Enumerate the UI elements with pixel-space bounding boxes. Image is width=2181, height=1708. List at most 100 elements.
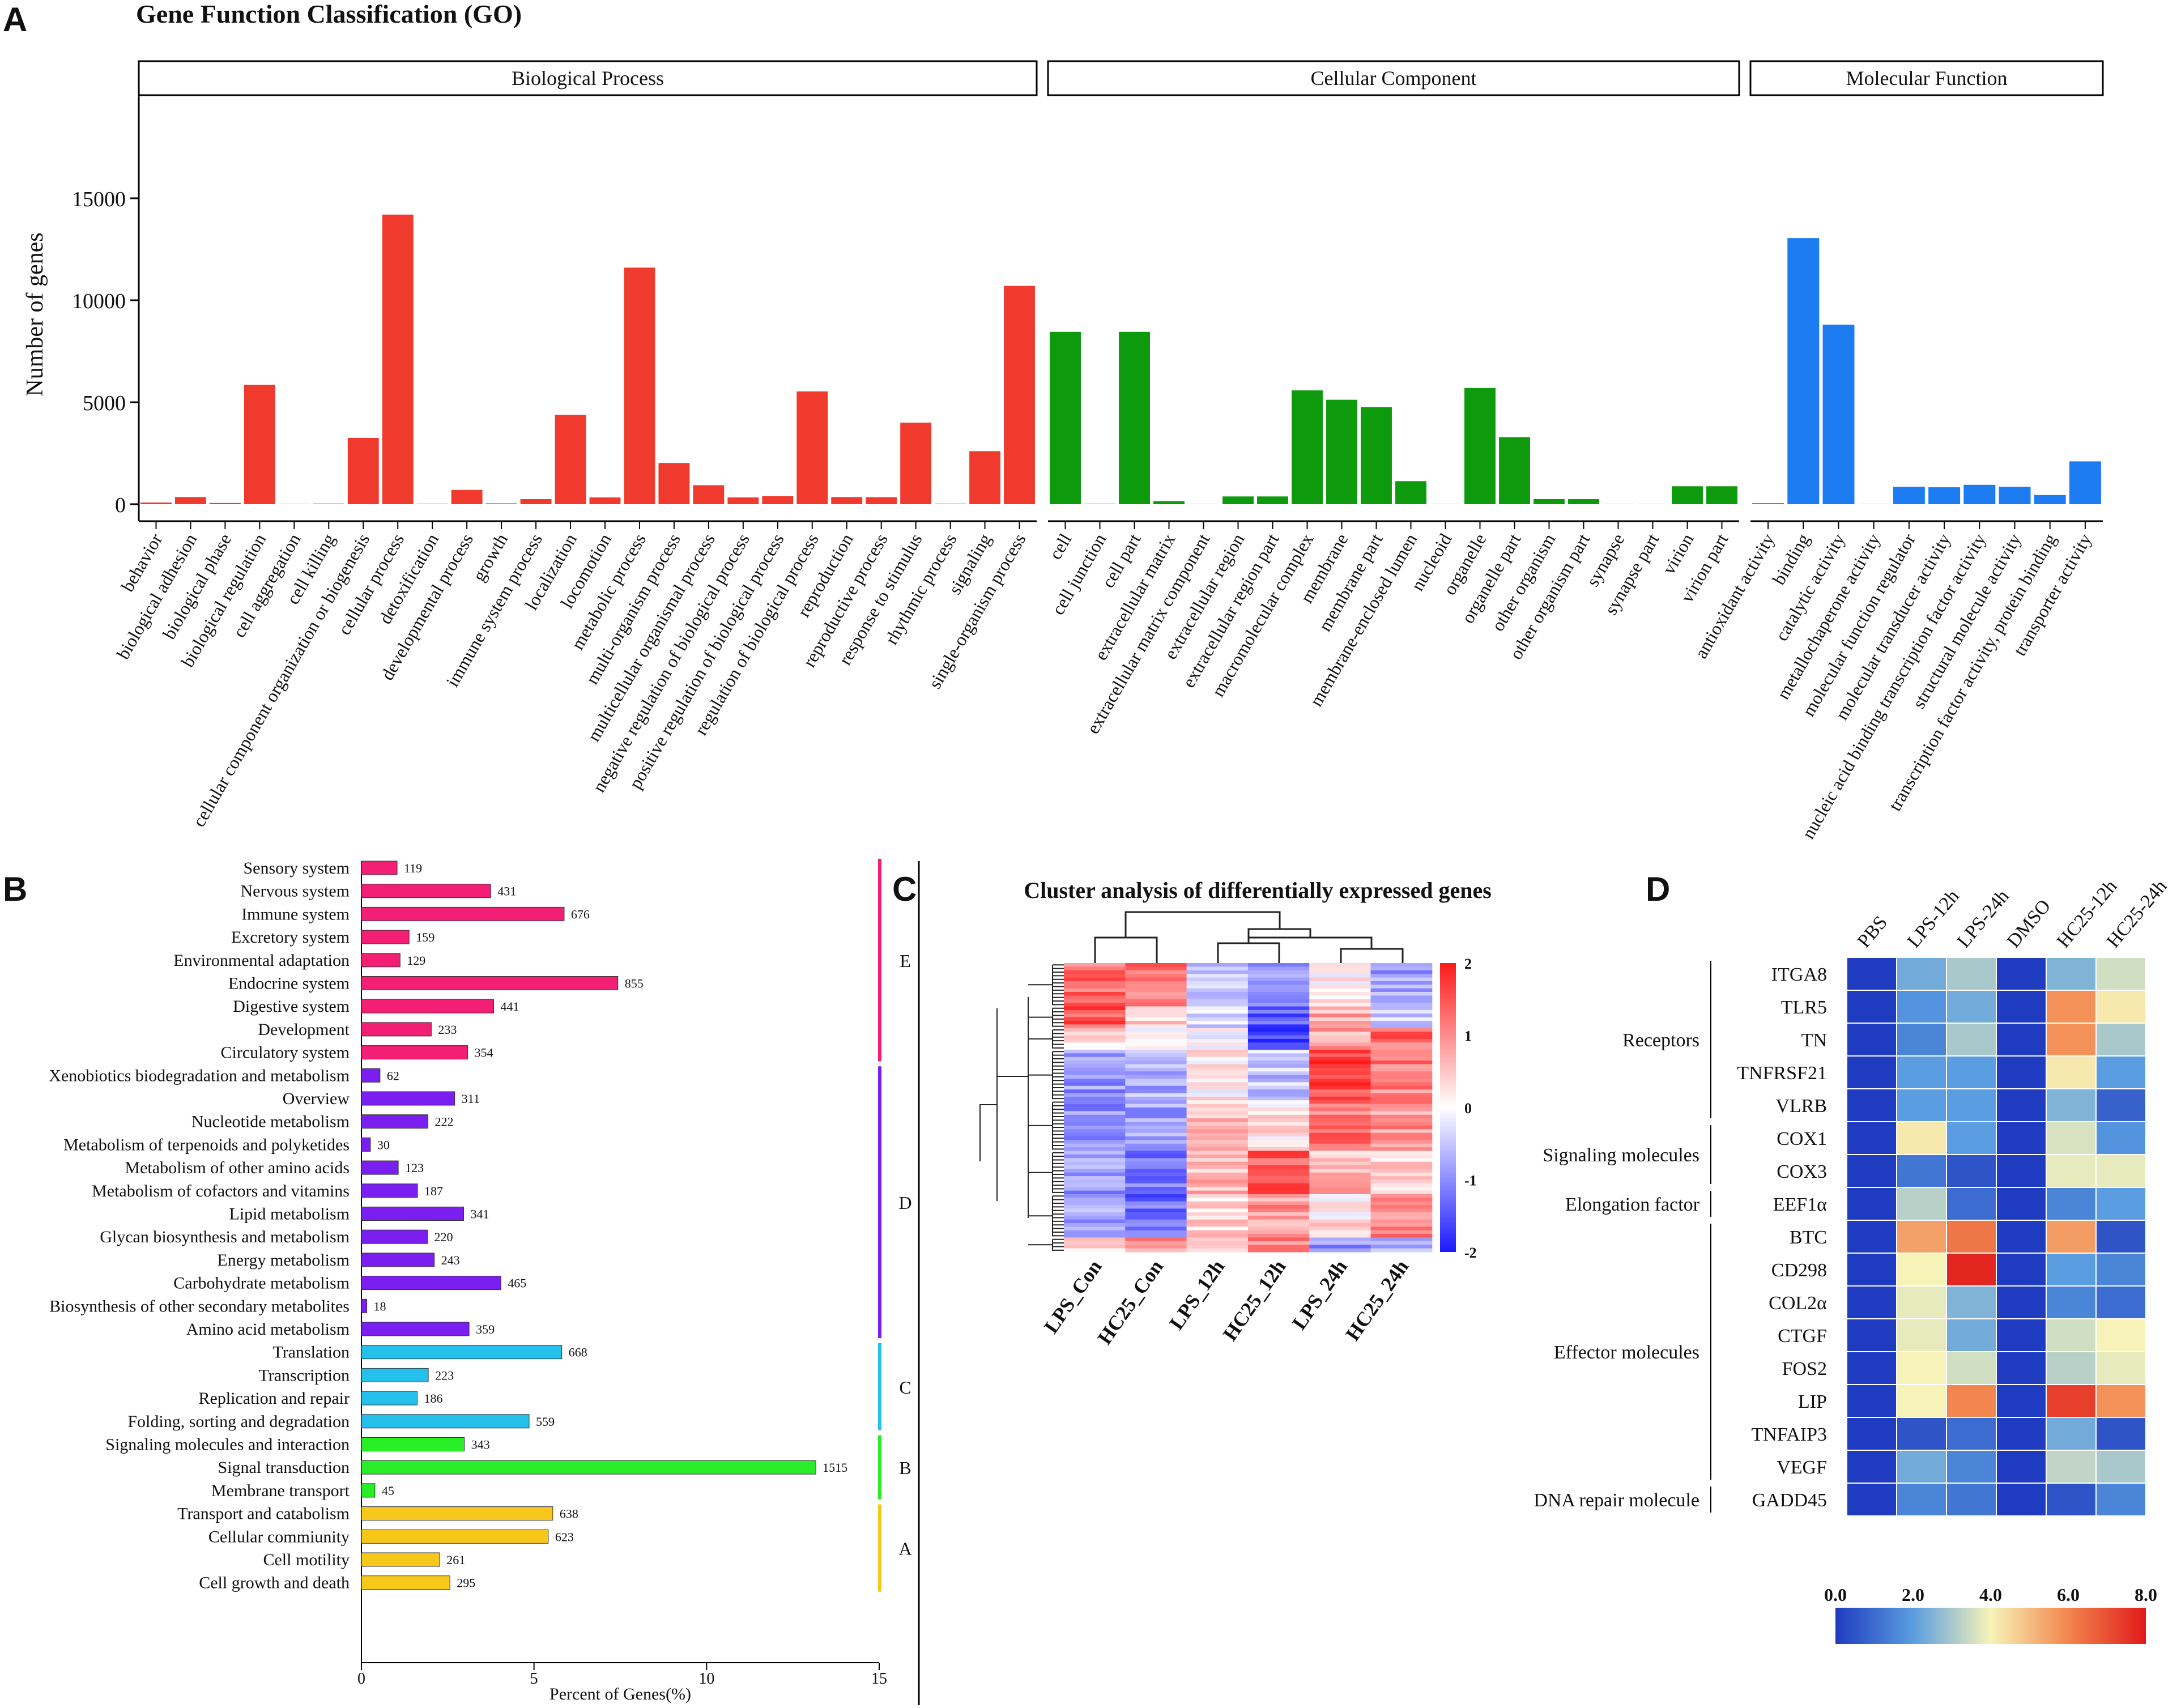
go-bar-extracellular-region-part: [1257, 496, 1288, 504]
row-dendrogram-branch: [1028, 1241, 1053, 1249]
row-dendrogram-leaf: [1052, 1022, 1064, 1027]
expression-cell-tnfrsf21-pbs: [1846, 1055, 1897, 1089]
cluster-cell: [1370, 988, 1433, 993]
cluster-cell: [1309, 1169, 1371, 1173]
go-bar-biological-regulation: [244, 385, 275, 504]
expression-cell-tnfaip3-hc25-24h: [2095, 1417, 2146, 1451]
cluster-cell: [1064, 977, 1126, 982]
go-bar-cellular-process: [382, 214, 414, 504]
gene-row-label: TNFRSF21: [1737, 1063, 1827, 1084]
expression-cell-tn-lps-24h: [1946, 1023, 1997, 1057]
cluster-cell: [1125, 1104, 1187, 1108]
cluster-cell: [1370, 1223, 1433, 1227]
cluster-cell: [1309, 1183, 1371, 1187]
cluster-cell: [1186, 1111, 1249, 1115]
cluster-cell: [1247, 1179, 1310, 1184]
kegg-category-label: Lipid metabolism: [229, 1205, 350, 1224]
cluster-cell: [1247, 1003, 1310, 1007]
go-bar-extracellular-region: [1222, 496, 1254, 504]
kegg-bar-energy-metabolism: [361, 1253, 435, 1267]
cluster-cell: [1064, 1176, 1126, 1180]
panel-b-x-tick-label: 0: [357, 1670, 365, 1688]
cluster-cell: [1370, 1075, 1433, 1079]
panel-c-colorbar-tick: 0: [1464, 1100, 1472, 1117]
row-dendrogram-leaf: [1052, 971, 1064, 977]
row-dendrogram-leaf: [1052, 1138, 1064, 1143]
cluster-cell: [1370, 1064, 1433, 1068]
cluster-cell: [1064, 1104, 1126, 1108]
cluster-cell: [1370, 1096, 1433, 1101]
cluster-cell: [1064, 1108, 1126, 1111]
cluster-cell: [1309, 1226, 1371, 1231]
kegg-bar-value: 159: [416, 930, 435, 944]
cluster-cell: [1309, 1216, 1371, 1220]
cluster-cell: [1247, 1151, 1310, 1155]
kegg-bar-signal-transduction: [361, 1460, 816, 1475]
cluster-cell: [1309, 1035, 1371, 1040]
cluster-cell: [1370, 1108, 1433, 1111]
cluster-cell: [1125, 1198, 1187, 1202]
gene-row-label: COX3: [1777, 1161, 1827, 1182]
cluster-cell: [1309, 1143, 1371, 1148]
cluster-cell: [1309, 981, 1371, 985]
cluster-cell: [1309, 1114, 1371, 1119]
cluster-cell: [1247, 1075, 1310, 1079]
cluster-cell: [1309, 1057, 1371, 1061]
cluster-cell: [1370, 970, 1433, 974]
cluster-cell: [1125, 1223, 1187, 1227]
expression-cell-ctgf-hc25-24h: [2095, 1318, 2146, 1352]
kegg-bar-circulatory-system: [361, 1045, 468, 1060]
cluster-cell: [1370, 1024, 1433, 1029]
cluster-cell: [1186, 1104, 1249, 1108]
expression-cell-vegf-pbs: [1846, 1450, 1897, 1484]
cluster-cell: [1125, 1021, 1187, 1025]
go-bar-antioxidant-activity: [1752, 503, 1784, 504]
expression-cell-tn-pbs: [1846, 1023, 1897, 1057]
cluster-cell: [1125, 1075, 1187, 1079]
kegg-group-label: D: [898, 1192, 911, 1213]
expression-cell-itga8-pbs: [1846, 957, 1897, 991]
row-dendrogram: [979, 964, 1064, 1251]
cluster-cell: [1186, 1154, 1249, 1158]
cluster-cell: [1186, 1071, 1249, 1076]
cluster-cell: [1125, 1241, 1187, 1245]
gene-row-label: TN: [1801, 1030, 1827, 1051]
kegg-category-label: Metabolism of other amino acids: [125, 1158, 350, 1177]
expression-cell-tn-lps-12h: [1896, 1023, 1947, 1057]
cluster-cell: [1247, 1038, 1310, 1043]
expression-cell-ctgf-hc25-12h: [2046, 1318, 2097, 1352]
cluster-cell: [1370, 1190, 1433, 1195]
cluster-cell: [1064, 1212, 1126, 1216]
cluster-cell: [1064, 1230, 1126, 1234]
kegg-bar-metabolism-of-terpenoids-and-polyketides: [361, 1137, 371, 1152]
cluster-cell: [1125, 1183, 1187, 1187]
cluster-cell: [1125, 1169, 1187, 1173]
cluster-cell: [1125, 1129, 1187, 1134]
cluster-cell: [1247, 1219, 1310, 1224]
kegg-category-label: Nervous system: [241, 882, 350, 901]
kegg-category-label: Metabolism of cofactors and vitamins: [92, 1182, 350, 1200]
gene-row-label: VLRB: [1775, 1096, 1827, 1117]
cluster-cell: [1125, 1161, 1187, 1166]
panel-d-colorbar-tick: 8.0: [2135, 1585, 2157, 1605]
cluster-cell: [1309, 1021, 1371, 1025]
cluster-cell: [1064, 1075, 1126, 1079]
kegg-bar-value: 341: [471, 1207, 489, 1221]
cluster-cell: [1247, 1169, 1310, 1173]
row-dendrogram-leaf: [1052, 1065, 1064, 1071]
cluster-cell: [1064, 999, 1126, 1003]
cluster-cell: [1370, 1003, 1433, 1007]
go-bar-localization: [555, 415, 586, 504]
cluster-cell: [1370, 1114, 1433, 1119]
expression-cell-cox1-dmso: [1996, 1121, 2047, 1155]
cluster-cell: [1370, 1176, 1433, 1180]
cluster-cell: [1247, 1064, 1310, 1068]
cluster-cell: [1309, 1111, 1371, 1115]
panel-b-x-tick-label: 15: [871, 1670, 887, 1688]
cluster-cell: [1309, 1017, 1371, 1021]
go-bar-negative-regulation-of-biological-process: [727, 497, 759, 504]
cluster-cell: [1186, 1038, 1249, 1043]
gene-row-label: CTGF: [1778, 1326, 1827, 1347]
cluster-cell: [1247, 1089, 1310, 1093]
cluster-cell: [1247, 1129, 1310, 1134]
